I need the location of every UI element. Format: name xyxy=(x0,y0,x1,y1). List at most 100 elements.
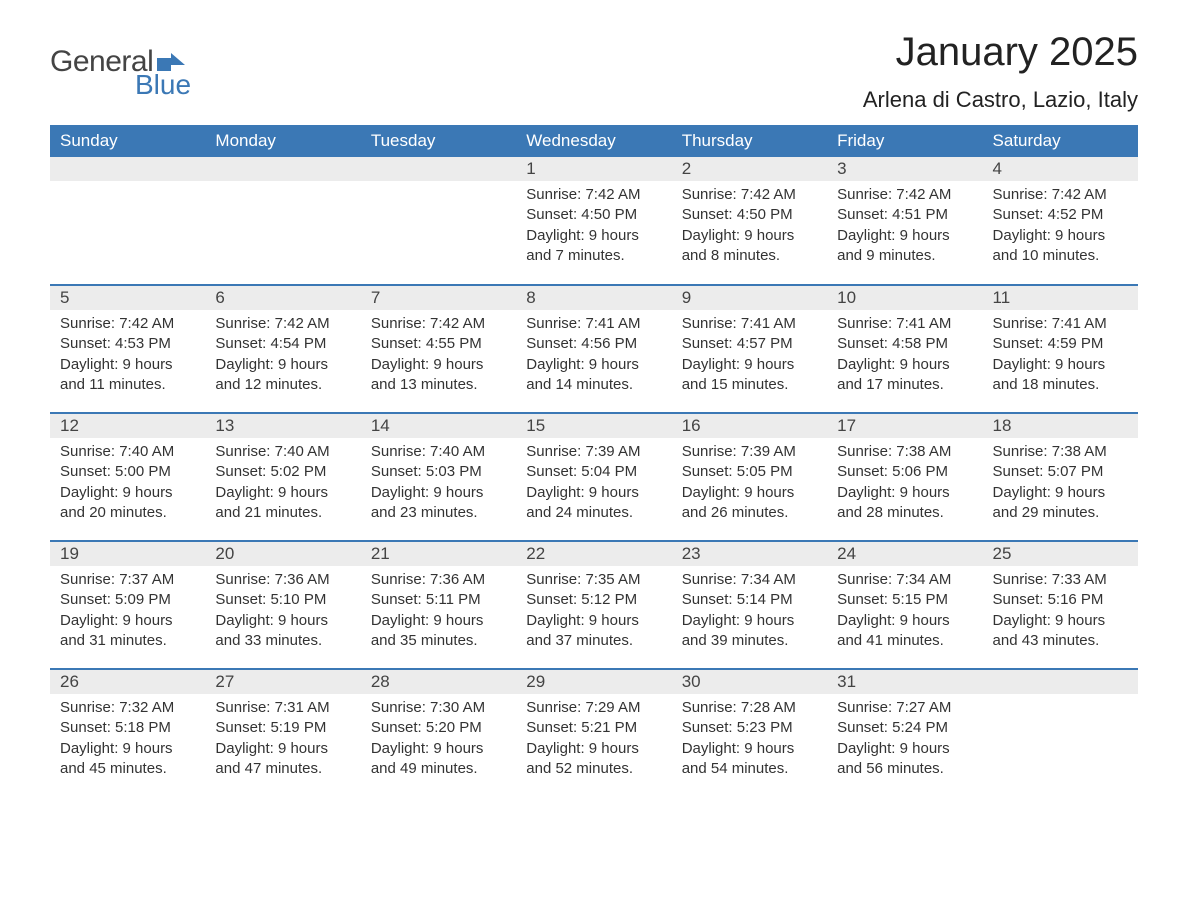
sunset-line: Sunset: 5:07 PM xyxy=(993,462,1128,482)
day-number: 26 xyxy=(50,670,205,694)
daylight-line: Daylight: 9 hours and 13 minutes. xyxy=(371,355,506,396)
calendar-week-row: 5Sunrise: 7:42 AMSunset: 4:53 PMDaylight… xyxy=(50,285,1138,413)
sunrise-line: Sunrise: 7:37 AM xyxy=(60,570,195,590)
calendar-day-cell xyxy=(361,157,516,285)
header: General Blue January 2025 Arlena di Cast… xyxy=(50,30,1138,113)
calendar-day-cell: 29Sunrise: 7:29 AMSunset: 5:21 PMDayligh… xyxy=(516,669,671,797)
calendar-day-cell: 28Sunrise: 7:30 AMSunset: 5:20 PMDayligh… xyxy=(361,669,516,797)
sunset-line: Sunset: 5:05 PM xyxy=(682,462,817,482)
sunrise-line: Sunrise: 7:41 AM xyxy=(837,314,972,334)
calendar-day-cell: 22Sunrise: 7:35 AMSunset: 5:12 PMDayligh… xyxy=(516,541,671,669)
sunrise-line: Sunrise: 7:40 AM xyxy=(371,442,506,462)
sunrise-line: Sunrise: 7:40 AM xyxy=(60,442,195,462)
daylight-line: Daylight: 9 hours and 43 minutes. xyxy=(993,611,1128,652)
calendar-day-cell: 24Sunrise: 7:34 AMSunset: 5:15 PMDayligh… xyxy=(827,541,982,669)
day-details: Sunrise: 7:39 AMSunset: 5:05 PMDaylight:… xyxy=(672,438,827,531)
daylight-line: Daylight: 9 hours and 33 minutes. xyxy=(215,611,350,652)
day-number: 18 xyxy=(983,414,1138,438)
daylight-line: Daylight: 9 hours and 20 minutes. xyxy=(60,483,195,524)
day-number: 11 xyxy=(983,286,1138,310)
day-details: Sunrise: 7:30 AMSunset: 5:20 PMDaylight:… xyxy=(361,694,516,787)
sunrise-line: Sunrise: 7:38 AM xyxy=(837,442,972,462)
sunset-line: Sunset: 5:11 PM xyxy=(371,590,506,610)
day-details: Sunrise: 7:41 AMSunset: 4:56 PMDaylight:… xyxy=(516,310,671,403)
location: Arlena di Castro, Lazio, Italy xyxy=(863,87,1138,113)
calendar-day-cell: 19Sunrise: 7:37 AMSunset: 5:09 PMDayligh… xyxy=(50,541,205,669)
sunset-line: Sunset: 4:50 PM xyxy=(526,205,661,225)
day-details: Sunrise: 7:40 AMSunset: 5:00 PMDaylight:… xyxy=(50,438,205,531)
calendar-day-cell: 4Sunrise: 7:42 AMSunset: 4:52 PMDaylight… xyxy=(983,157,1138,285)
day-details: Sunrise: 7:42 AMSunset: 4:55 PMDaylight:… xyxy=(361,310,516,403)
day-number: 19 xyxy=(50,542,205,566)
day-details: Sunrise: 7:42 AMSunset: 4:54 PMDaylight:… xyxy=(205,310,360,403)
daylight-line: Daylight: 9 hours and 47 minutes. xyxy=(215,739,350,780)
day-number: 12 xyxy=(50,414,205,438)
sunrise-line: Sunrise: 7:40 AM xyxy=(215,442,350,462)
calendar-week-row: 1Sunrise: 7:42 AMSunset: 4:50 PMDaylight… xyxy=(50,157,1138,285)
day-details: Sunrise: 7:36 AMSunset: 5:10 PMDaylight:… xyxy=(205,566,360,659)
day-number-empty xyxy=(361,157,516,181)
day-number: 4 xyxy=(983,157,1138,181)
daylight-line: Daylight: 9 hours and 54 minutes. xyxy=(682,739,817,780)
day-number: 3 xyxy=(827,157,982,181)
calendar-week-row: 19Sunrise: 7:37 AMSunset: 5:09 PMDayligh… xyxy=(50,541,1138,669)
weekday-header: Saturday xyxy=(983,125,1138,157)
sunset-line: Sunset: 4:57 PM xyxy=(682,334,817,354)
day-details: Sunrise: 7:38 AMSunset: 5:06 PMDaylight:… xyxy=(827,438,982,531)
sunrise-line: Sunrise: 7:42 AM xyxy=(371,314,506,334)
day-number: 28 xyxy=(361,670,516,694)
sunset-line: Sunset: 5:12 PM xyxy=(526,590,661,610)
day-details: Sunrise: 7:42 AMSunset: 4:52 PMDaylight:… xyxy=(983,181,1138,274)
day-number: 30 xyxy=(672,670,827,694)
daylight-line: Daylight: 9 hours and 45 minutes. xyxy=(60,739,195,780)
sunset-line: Sunset: 5:15 PM xyxy=(837,590,972,610)
weekday-header: Thursday xyxy=(672,125,827,157)
sunset-line: Sunset: 4:50 PM xyxy=(682,205,817,225)
day-number: 10 xyxy=(827,286,982,310)
day-details: Sunrise: 7:38 AMSunset: 5:07 PMDaylight:… xyxy=(983,438,1138,531)
day-details: Sunrise: 7:33 AMSunset: 5:16 PMDaylight:… xyxy=(983,566,1138,659)
sunset-line: Sunset: 5:06 PM xyxy=(837,462,972,482)
calendar-day-cell: 1Sunrise: 7:42 AMSunset: 4:50 PMDaylight… xyxy=(516,157,671,285)
calendar-day-cell: 18Sunrise: 7:38 AMSunset: 5:07 PMDayligh… xyxy=(983,413,1138,541)
daylight-line: Daylight: 9 hours and 49 minutes. xyxy=(371,739,506,780)
sunset-line: Sunset: 5:00 PM xyxy=(60,462,195,482)
calendar-day-cell: 15Sunrise: 7:39 AMSunset: 5:04 PMDayligh… xyxy=(516,413,671,541)
day-details: Sunrise: 7:40 AMSunset: 5:02 PMDaylight:… xyxy=(205,438,360,531)
day-details: Sunrise: 7:32 AMSunset: 5:18 PMDaylight:… xyxy=(50,694,205,787)
sunrise-line: Sunrise: 7:38 AM xyxy=(993,442,1128,462)
day-number: 24 xyxy=(827,542,982,566)
sunrise-line: Sunrise: 7:41 AM xyxy=(993,314,1128,334)
daylight-line: Daylight: 9 hours and 29 minutes. xyxy=(993,483,1128,524)
sunset-line: Sunset: 4:53 PM xyxy=(60,334,195,354)
day-number-empty xyxy=(983,670,1138,694)
sunrise-line: Sunrise: 7:36 AM xyxy=(215,570,350,590)
daylight-line: Daylight: 9 hours and 12 minutes. xyxy=(215,355,350,396)
daylight-line: Daylight: 9 hours and 21 minutes. xyxy=(215,483,350,524)
calendar-day-cell: 3Sunrise: 7:42 AMSunset: 4:51 PMDaylight… xyxy=(827,157,982,285)
sunrise-line: Sunrise: 7:32 AM xyxy=(60,698,195,718)
calendar-day-cell: 7Sunrise: 7:42 AMSunset: 4:55 PMDaylight… xyxy=(361,285,516,413)
day-details: Sunrise: 7:34 AMSunset: 5:14 PMDaylight:… xyxy=(672,566,827,659)
calendar-day-cell: 6Sunrise: 7:42 AMSunset: 4:54 PMDaylight… xyxy=(205,285,360,413)
calendar-day-cell: 12Sunrise: 7:40 AMSunset: 5:00 PMDayligh… xyxy=(50,413,205,541)
sunrise-line: Sunrise: 7:33 AM xyxy=(993,570,1128,590)
sunset-line: Sunset: 5:21 PM xyxy=(526,718,661,738)
day-details: Sunrise: 7:39 AMSunset: 5:04 PMDaylight:… xyxy=(516,438,671,531)
weekday-header: Monday xyxy=(205,125,360,157)
calendar-day-cell: 2Sunrise: 7:42 AMSunset: 4:50 PMDaylight… xyxy=(672,157,827,285)
weekday-header: Wednesday xyxy=(516,125,671,157)
daylight-line: Daylight: 9 hours and 56 minutes. xyxy=(837,739,972,780)
sunset-line: Sunset: 4:58 PM xyxy=(837,334,972,354)
sunrise-line: Sunrise: 7:42 AM xyxy=(60,314,195,334)
sunrise-line: Sunrise: 7:41 AM xyxy=(526,314,661,334)
daylight-line: Daylight: 9 hours and 23 minutes. xyxy=(371,483,506,524)
title-block: January 2025 Arlena di Castro, Lazio, It… xyxy=(863,30,1138,113)
sunrise-line: Sunrise: 7:39 AM xyxy=(526,442,661,462)
calendar-day-cell xyxy=(50,157,205,285)
calendar-day-cell: 27Sunrise: 7:31 AMSunset: 5:19 PMDayligh… xyxy=(205,669,360,797)
day-details: Sunrise: 7:28 AMSunset: 5:23 PMDaylight:… xyxy=(672,694,827,787)
sunrise-line: Sunrise: 7:42 AM xyxy=(837,185,972,205)
daylight-line: Daylight: 9 hours and 8 minutes. xyxy=(682,226,817,267)
sunset-line: Sunset: 5:20 PM xyxy=(371,718,506,738)
